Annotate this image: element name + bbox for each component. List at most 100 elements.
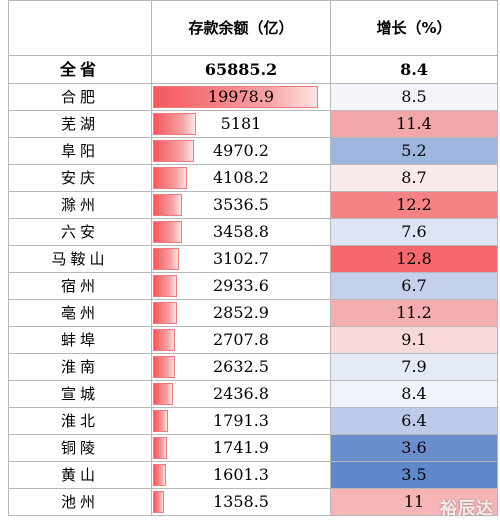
deposit-data-bar (153, 329, 175, 351)
growth-cell: 6.7 (330, 272, 498, 300)
city-name: 滁州 (8, 191, 152, 219)
deposit-value: 2707.8 (213, 330, 269, 349)
deposit-value: 3536.5 (213, 195, 269, 214)
deposit-value: 19978.9 (207, 87, 275, 106)
growth-cell: 9.1 (330, 326, 498, 354)
header-region (8, 0, 152, 56)
deposit-cell: 3458.8 (151, 218, 331, 246)
deposit-value: 2852.9 (213, 303, 269, 322)
total-deposit: 65885.2 (151, 55, 331, 84)
deposit-data-bar (153, 167, 187, 189)
growth-cell: 6.4 (330, 407, 498, 435)
total-row: 全省 65885.2 8.4 (8, 55, 498, 84)
deposit-cell: 2632.5 (151, 353, 331, 381)
deposit-cell: 1601.3 (151, 461, 331, 489)
deposit-cell: 3102.7 (151, 245, 331, 273)
growth-cell: 11.2 (330, 299, 498, 327)
table-row: 滁州 3536.5 12.2 (8, 191, 498, 219)
deposit-value: 2436.8 (213, 384, 269, 403)
deposit-cell: 2707.8 (151, 326, 331, 354)
deposit-cell: 3536.5 (151, 191, 331, 219)
table-row: 淮北 1791.3 6.4 (8, 407, 498, 435)
table-row: 池州 1358.5 11 (8, 488, 498, 516)
deposit-value: 3102.7 (213, 249, 269, 268)
deposit-growth-table: 存款余额（亿） 增长（%） 全省 65885.2 8.4 合肥 19978.9 8.… (8, 0, 498, 516)
deposit-data-bar (153, 221, 182, 243)
city-name: 铜陵 (8, 434, 152, 462)
city-name: 蚌埠 (8, 326, 152, 354)
city-name: 池州 (8, 488, 152, 516)
table-row: 黄山 1601.3 3.5 (8, 461, 498, 489)
table-row: 宿州 2933.6 6.7 (8, 272, 498, 300)
total-region: 全省 (8, 55, 152, 84)
deposit-data-bar (153, 86, 318, 108)
growth-cell: 12.8 (330, 245, 498, 273)
deposit-data-bar (153, 383, 173, 405)
table-row: 六安 3458.8 7.6 (8, 218, 498, 246)
deposit-cell: 5181 (151, 110, 331, 138)
city-name: 宣城 (8, 380, 152, 408)
deposit-data-bar (153, 464, 166, 486)
city-name: 淮北 (8, 407, 152, 435)
deposit-table-sheet: 存款余额（亿） 增长（%） 全省 65885.2 8.4 合肥 19978.9 8.… (8, 0, 500, 523)
city-name: 芜湖 (8, 110, 152, 138)
deposit-cell: 4108.2 (151, 164, 331, 192)
header-deposit: 存款余额（亿） (151, 0, 331, 56)
deposit-data-bar (153, 113, 196, 135)
deposit-data-bar (153, 410, 168, 432)
city-name: 宿州 (8, 272, 152, 300)
deposit-data-bar (153, 275, 177, 297)
header-row: 存款余额（亿） 增长（%） (8, 0, 498, 56)
city-name: 安庆 (8, 164, 152, 192)
deposit-value: 4108.2 (213, 168, 269, 187)
deposit-cell: 19978.9 (151, 83, 331, 111)
deposit-value: 5181 (220, 114, 262, 133)
table-row: 阜阳 4970.2 5.2 (8, 137, 498, 165)
deposit-data-bar (153, 437, 167, 459)
deposit-cell: 1358.5 (151, 488, 331, 516)
growth-cell: 3.6 (330, 434, 498, 462)
deposit-data-bar (153, 356, 175, 378)
deposit-cell: 2852.9 (151, 299, 331, 327)
growth-cell: 8.4 (330, 380, 498, 408)
deposit-data-bar (153, 491, 164, 513)
city-name: 亳州 (8, 299, 152, 327)
growth-cell: 7.9 (330, 353, 498, 381)
table-row: 淮南 2632.5 7.9 (8, 353, 498, 381)
growth-cell: 8.7 (330, 164, 498, 192)
growth-cell: 12.2 (330, 191, 498, 219)
table-row: 铜陵 1741.9 3.6 (8, 434, 498, 462)
table-row: 宣城 2436.8 8.4 (8, 380, 498, 408)
deposit-data-bar (153, 248, 179, 270)
table-row: 蚌埠 2707.8 9.1 (8, 326, 498, 354)
deposit-value: 3458.8 (213, 222, 269, 241)
growth-cell: 8.5 (330, 83, 498, 111)
deposit-value: 4970.2 (213, 141, 269, 160)
deposit-data-bar (153, 194, 182, 216)
deposit-value: 2632.5 (213, 357, 269, 376)
deposit-cell: 4970.2 (151, 137, 331, 165)
growth-cell: 3.5 (330, 461, 498, 489)
growth-cell: 11.4 (330, 110, 498, 138)
deposit-value: 1358.5 (213, 492, 269, 511)
city-name: 合肥 (8, 83, 152, 111)
table-row: 安庆 4108.2 8.7 (8, 164, 498, 192)
city-name: 阜阳 (8, 137, 152, 165)
total-growth: 8.4 (330, 55, 498, 84)
table-row: 亳州 2852.9 11.2 (8, 299, 498, 327)
deposit-data-bar (153, 302, 177, 324)
deposit-cell: 2436.8 (151, 380, 331, 408)
city-name: 淮南 (8, 353, 152, 381)
deposit-cell: 1741.9 (151, 434, 331, 462)
deposit-cell: 1791.3 (151, 407, 331, 435)
city-name: 马鞍山 (8, 245, 152, 273)
table-row: 合肥 19978.9 8.5 (8, 83, 498, 111)
growth-cell: 5.2 (330, 137, 498, 165)
deposit-value: 1601.3 (213, 465, 269, 484)
city-name: 黄山 (8, 461, 152, 489)
city-name: 六安 (8, 218, 152, 246)
header-growth: 增长（%） (330, 0, 498, 56)
growth-cell: 7.6 (330, 218, 498, 246)
table-row: 芜湖 5181 11.4 (8, 110, 498, 138)
watermark-logo: 裕辰达 (440, 499, 494, 519)
